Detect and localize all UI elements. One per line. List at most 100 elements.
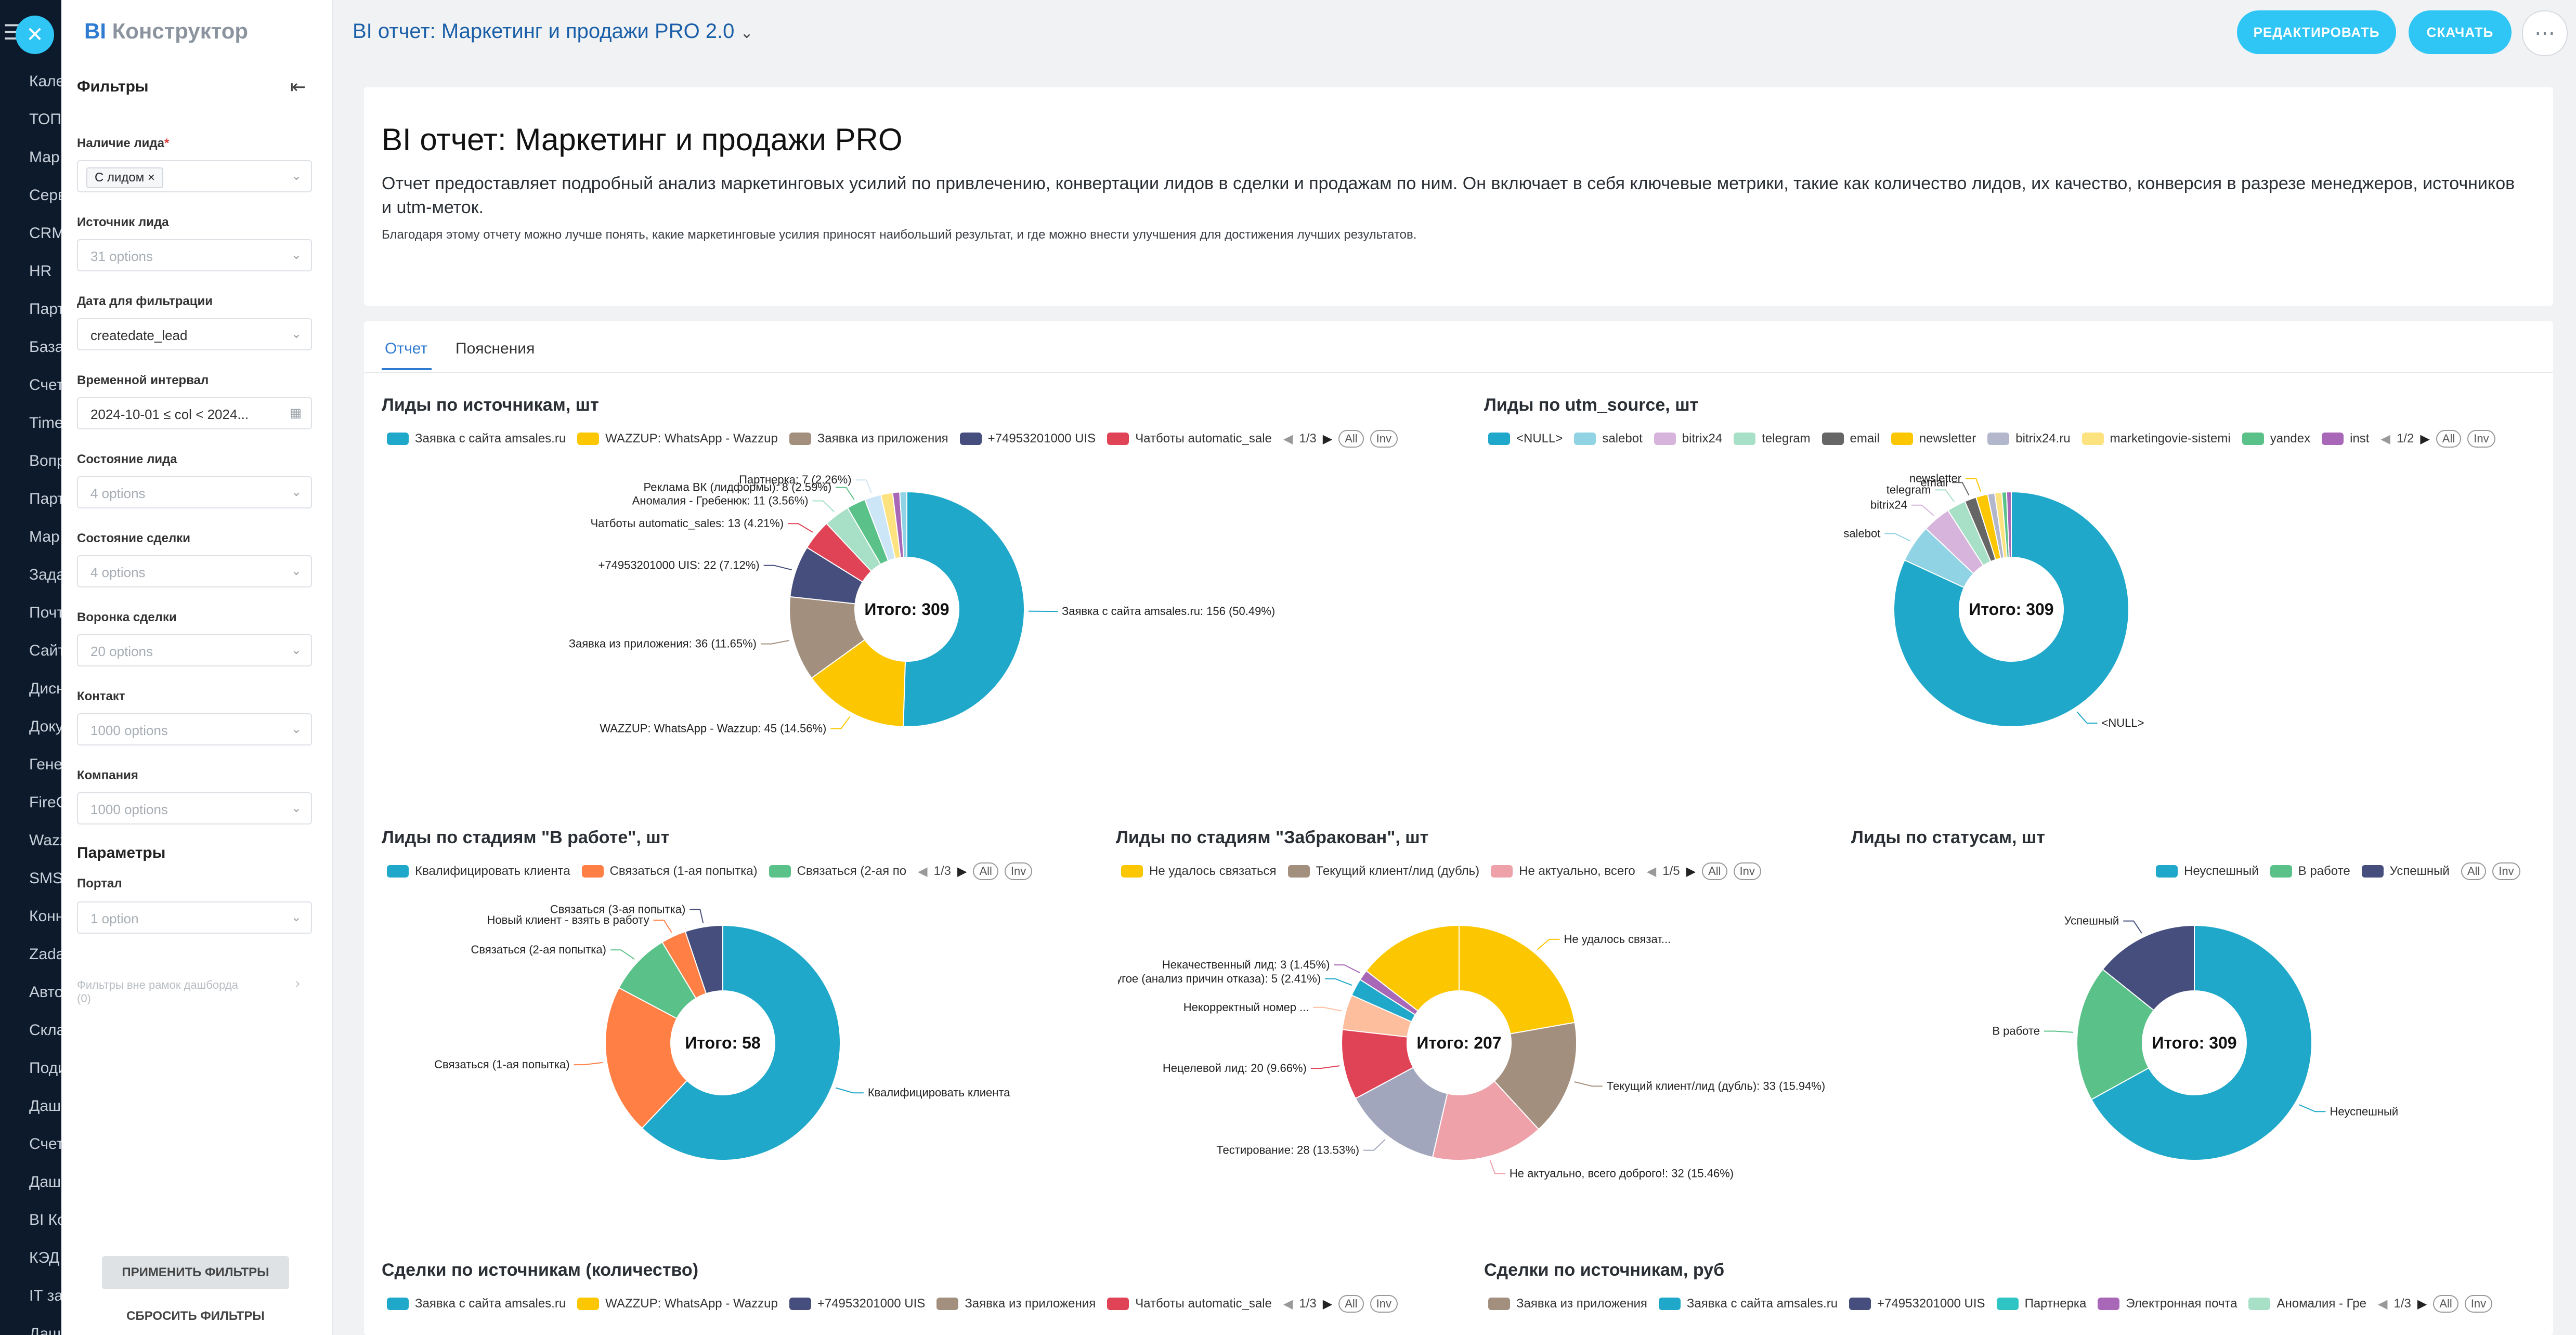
bitrix-menu-item[interactable]: Доку	[29, 718, 61, 735]
dashboard-title[interactable]: BI отчет: Маркетинг и продажи PRO 2.0 ⌄	[353, 20, 753, 43]
legend-all-button[interactable]: All	[1338, 430, 1364, 448]
legend-all-button[interactable]: All	[973, 862, 998, 880]
legend-invert-button[interactable]: Inv	[1370, 1295, 1398, 1313]
bitrix-menu-item[interactable]: Time	[29, 414, 61, 431]
legend-invert-button[interactable]: Inv	[1733, 862, 1761, 880]
bitrix-menu-item[interactable]: FireC	[29, 794, 61, 811]
legend-item[interactable]: Успешный	[2361, 864, 2450, 879]
filter-select[interactable]: С лидом × ⌄	[77, 160, 312, 192]
legend-invert-button[interactable]: Inv	[2492, 862, 2520, 880]
next-page-icon[interactable]: ▶	[1322, 431, 1333, 446]
prev-page-icon[interactable]: ◀	[2380, 431, 2390, 446]
legend-item[interactable]: telegram	[1734, 431, 1811, 446]
bitrix-menu-item[interactable]: Вопр	[29, 452, 61, 469]
bitrix-menu-item[interactable]: Даш	[29, 1173, 61, 1190]
apply-filters-button[interactable]: ПРИМЕНИТЬ ФИЛЬТРЫ	[102, 1256, 289, 1289]
bitrix-menu-item[interactable]: Счет	[29, 376, 61, 394]
legend-all-button[interactable]: All	[1338, 1295, 1364, 1313]
bitrix-menu-item[interactable]: КЭД	[29, 1249, 60, 1266]
prev-page-icon[interactable]: ◀	[1646, 864, 1657, 879]
prev-page-icon[interactable]: ◀	[1283, 1297, 1293, 1311]
legend-item[interactable]: Заявка с сайта amsales.ru	[387, 431, 566, 446]
bitrix-menu-item[interactable]: IT за	[29, 1287, 61, 1304]
legend-item[interactable]: Электронная почта	[2098, 1297, 2237, 1311]
legend-item[interactable]: Заявка с сайта amsales.ru	[1658, 1297, 1838, 1311]
legend-item[interactable]: inst	[2322, 431, 2369, 446]
legend-invert-button[interactable]: Inv	[2467, 430, 2495, 448]
legend-item[interactable]: +74953201000 UIS	[959, 431, 1096, 446]
filter-select[interactable]: 1000 options ⌄	[77, 792, 312, 824]
legend-item[interactable]: Связаться (1-ая попытка)	[581, 864, 758, 879]
legend-item[interactable]: Заявка с сайта amsales.ru	[387, 1297, 566, 1311]
pie-slice[interactable]	[1432, 1080, 1540, 1161]
legend-all-button[interactable]: All	[1702, 862, 1727, 880]
legend-item[interactable]: +74953201000 UIS	[1849, 1297, 1985, 1311]
next-page-icon[interactable]: ▶	[2420, 431, 2430, 446]
outside-filters-link[interactable]: Фильтры вне рамок дашборда (0)	[77, 978, 238, 1005]
legend-item[interactable]: Чатботы automatic_sale	[1107, 1297, 1272, 1311]
bitrix-menu-item[interactable]: Поди	[29, 1059, 61, 1077]
legend-item[interactable]: Заявка из приложения	[936, 1297, 1096, 1311]
bitrix-menu-item[interactable]: HR	[29, 263, 52, 280]
legend-item[interactable]: Не удалось связаться	[1121, 864, 1277, 879]
legend-invert-button[interactable]: Inv	[1004, 862, 1033, 880]
bitrix-menu-item[interactable]: Даш	[29, 1325, 61, 1335]
bitrix-menu-item[interactable]: Серв	[29, 187, 61, 204]
tab-report[interactable]: Отчет	[385, 340, 428, 357]
legend-item[interactable]: +74953201000 UIS	[789, 1297, 925, 1311]
legend-item[interactable]: Чатботы automatic_sale	[1107, 431, 1272, 446]
legend-item[interactable]: Заявка из приложения	[789, 431, 948, 446]
legend-all-button[interactable]: All	[2433, 1295, 2458, 1313]
portal-select[interactable]: 1 option ⌄	[77, 901, 312, 934]
legend-item[interactable]: Квалифицировать клиента	[387, 864, 570, 879]
reset-filters-button[interactable]: СБРОСИТЬ ФИЛЬТРЫ	[126, 1309, 265, 1323]
filter-select[interactable]: 2024-10-01 ≤ col < 2024... ▦	[77, 397, 312, 429]
legend-item[interactable]: Заявка из приложения	[1488, 1297, 1647, 1311]
filter-select[interactable]: 1000 options ⌄	[77, 713, 312, 745]
filter-select[interactable]: 20 options ⌄	[77, 634, 312, 666]
bitrix-menu-item[interactable]: Мар	[29, 149, 60, 166]
bitrix-menu-item[interactable]: BI Ко	[29, 1211, 61, 1228]
more-options-icon[interactable]: ⋯	[2522, 10, 2568, 56]
filter-select[interactable]: createdate_lead ⌄	[77, 318, 312, 350]
legend-invert-button[interactable]: Inv	[2464, 1295, 2493, 1313]
legend-item[interactable]: WAZZUP: WhatsApp - Wazzup	[577, 1297, 778, 1311]
legend-item[interactable]: salebot	[1574, 431, 1643, 446]
legend-item[interactable]: yandex	[2242, 431, 2310, 446]
next-page-icon[interactable]: ▶	[957, 864, 967, 879]
bitrix-menu-item[interactable]: Скла	[29, 1022, 61, 1039]
legend-item[interactable]: Аномалия - Гре	[2248, 1297, 2366, 1311]
bitrix-menu-item[interactable]: Парт	[29, 300, 61, 318]
legend-item[interactable]: Текущий клиент/лид (дубль)	[1287, 864, 1479, 879]
bitrix-menu-item[interactable]: ТОП	[29, 111, 61, 128]
bitrix-menu-item[interactable]: Zada	[29, 946, 61, 963]
filter-select[interactable]: 31 options ⌄	[77, 239, 312, 271]
bitrix-menu-item[interactable]: База	[29, 338, 61, 356]
bitrix-menu-item[interactable]: Парт	[29, 490, 61, 507]
next-page-icon[interactable]: ▶	[1322, 1297, 1333, 1311]
filter-select[interactable]: 4 options ⌄	[77, 476, 312, 508]
legend-item[interactable]: bitrix24.ru	[1987, 431, 2071, 446]
legend-all-button[interactable]: All	[2436, 430, 2462, 448]
prev-page-icon[interactable]: ◀	[2378, 1297, 2388, 1311]
legend-item[interactable]: WAZZUP: WhatsApp - Wazzup	[577, 431, 778, 446]
bitrix-menu-item[interactable]: Дисн	[29, 680, 61, 697]
next-page-icon[interactable]: ▶	[1686, 864, 1696, 879]
bitrix-menu-item[interactable]: Гене	[29, 756, 61, 773]
bitrix-menu-item[interactable]: CRM	[29, 225, 61, 242]
bitrix-menu-item[interactable]: SMS	[29, 870, 61, 887]
prev-page-icon[interactable]: ◀	[1283, 431, 1293, 446]
bi-logo[interactable]: BI Конструктор	[84, 19, 248, 44]
bitrix-menu-item[interactable]: Даш	[29, 1097, 61, 1115]
legend-item[interactable]: marketingovie-sistemi	[2081, 431, 2231, 446]
bitrix-menu-item[interactable]: Кале	[29, 73, 61, 90]
legend-item[interactable]: Не актуально, всего	[1491, 864, 1635, 879]
bitrix-menu-item[interactable]: Авто	[29, 984, 61, 1001]
tab-explanations[interactable]: Пояснения	[456, 340, 535, 357]
bitrix-menu-item[interactable]: Мар	[29, 528, 60, 545]
legend-item[interactable]: В работе	[2270, 864, 2350, 879]
prev-page-icon[interactable]: ◀	[918, 864, 928, 879]
close-icon[interactable]: ✕	[16, 16, 54, 54]
legend-item[interactable]: bitrix24	[1654, 431, 1722, 446]
selected-chip[interactable]: С лидом ×	[86, 167, 163, 188]
